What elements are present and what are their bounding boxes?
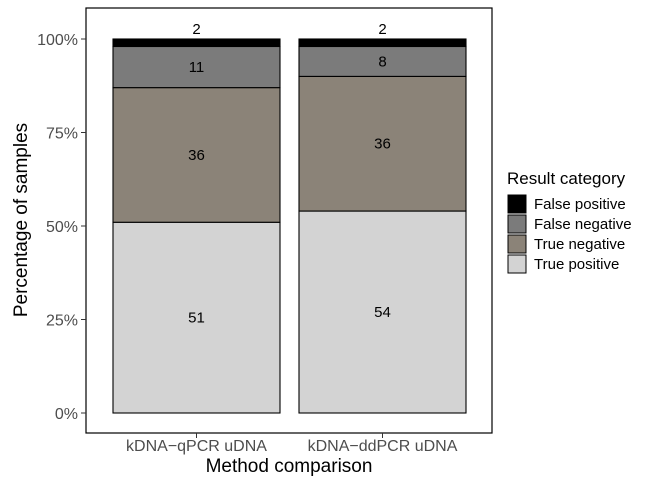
x-axis-title: Method comparison: [206, 456, 373, 477]
y-tick-label: 75%: [46, 126, 78, 143]
legend-label-true-positive: True positive: [534, 256, 619, 273]
data-label-false-positive-2: 2: [378, 21, 386, 38]
data-label-false-negative-2: 8: [378, 53, 386, 70]
legend-label-true-negative: True negative: [534, 236, 625, 253]
bar-true-positive-2: [298, 210, 467, 414]
y-tick-label: 25%: [46, 313, 78, 330]
bars-layer: [112, 38, 467, 414]
legend: Result category False positive False nega…: [507, 169, 632, 274]
plot-panel-border: [85, 7, 493, 434]
x-tick-label: kDNA−qPCR uDNA: [126, 438, 267, 455]
data-label-true-positive-1: 51: [188, 310, 205, 327]
data-label-false-positive-1: 2: [192, 21, 200, 38]
x-tick-label: kDNA−ddPCR uDNA: [308, 438, 458, 455]
legend-swatch-true-positive: [507, 254, 527, 274]
bar-true-negative-2: [298, 75, 467, 212]
data-label-false-negative-1: 11: [189, 59, 205, 76]
legend-label-false-negative: False negative: [534, 216, 632, 233]
data-labels-layer: 51 36 11 2 54 36 8 2: [188, 21, 391, 327]
legend-swatch-false-negative: [507, 214, 527, 234]
y-axis: 0% 25% 50% 75% 100%: [37, 32, 86, 423]
y-axis-title: Percentage of samples: [11, 123, 32, 317]
x-axis: kDNA−qPCR uDNA kDNA−ddPCR uDNA: [126, 433, 458, 455]
y-tick-label: 50%: [46, 219, 78, 236]
data-label-true-negative-1: 36: [188, 147, 205, 164]
legend-swatch-true-negative: [507, 234, 527, 254]
legend-title: Result category: [507, 169, 626, 188]
bar-false-negative-1: [112, 45, 281, 89]
bar-true-positive-1: [112, 221, 281, 414]
bar-false-positive-2: [298, 38, 467, 48]
y-tick-label: 0%: [55, 406, 78, 423]
legend-label-false-positive: False positive: [534, 196, 626, 213]
y-tick-label: 100%: [37, 32, 78, 49]
data-label-true-positive-2: 54: [374, 304, 391, 321]
legend-swatch-false-positive: [507, 194, 527, 214]
bar-false-positive-1: [112, 38, 281, 48]
data-label-true-negative-2: 36: [374, 136, 391, 153]
